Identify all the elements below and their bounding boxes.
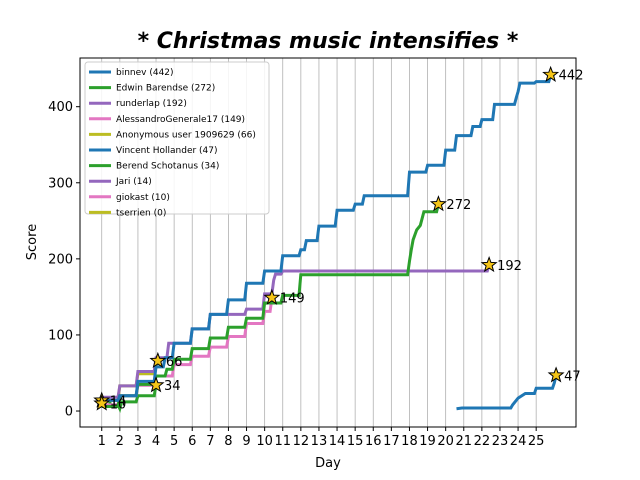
y-tick-label: 0	[65, 405, 73, 420]
y-tick-label: 100	[48, 328, 73, 343]
end-star-marker	[547, 366, 565, 383]
x-tick-label: 1	[98, 434, 106, 449]
y-tick-label: 200	[48, 252, 73, 267]
x-axis-label: Day	[315, 456, 341, 471]
legend-entry: AlessandroGenerale17 (149)	[116, 115, 245, 125]
end-value-label: 34	[164, 379, 181, 394]
legend-entry: Anonymous user 1909629 (66)	[116, 130, 256, 140]
x-tick-label: 21	[455, 434, 472, 449]
x-tick-label: 15	[347, 434, 364, 449]
y-tick-label: 400	[48, 100, 73, 115]
chart-title: * Christmas music intensifies *	[138, 29, 519, 54]
x-tick-label: 24	[510, 434, 527, 449]
x-tick-label: 6	[188, 434, 196, 449]
legend-entry: Edwin Barendse (272)	[116, 84, 215, 94]
end-star-marker	[263, 288, 281, 305]
end-value-label: 14	[110, 394, 127, 409]
x-tick-label: 8	[224, 434, 232, 449]
end-star-marker	[149, 351, 167, 369]
series-line	[456, 374, 558, 411]
y-axis-label: Score	[25, 224, 40, 260]
x-tick-label: 4	[152, 434, 160, 449]
end-value-label: 442	[559, 69, 584, 84]
end-star-marker	[480, 256, 498, 273]
end-star-marker	[429, 195, 447, 212]
plot-frame	[79, 57, 577, 428]
legend-entry: tserrien (0)	[116, 208, 166, 218]
legend-entry: runderlap (192)	[116, 99, 187, 109]
end-star-marker	[542, 65, 560, 82]
x-tick-label: 16	[365, 434, 382, 449]
end-value-label: 149	[280, 292, 305, 307]
x-tick-label: 13	[311, 434, 328, 449]
series-line	[101, 74, 553, 402]
legend-box	[84, 61, 270, 215]
x-tick-label: 17	[383, 434, 400, 449]
x-tick-label: 9	[242, 434, 250, 449]
end-value-label: 10	[110, 397, 127, 412]
x-tick-label: 25	[528, 434, 545, 449]
x-tick-label: 23	[492, 434, 509, 449]
end-value-label: 47	[564, 369, 581, 384]
legend-entry: Vincent Hollander (47)	[116, 146, 218, 156]
x-tick-label: 19	[419, 434, 436, 449]
x-tick-label: 10	[256, 434, 273, 449]
x-tick-label: 2	[116, 434, 124, 449]
legend-entry: Jari (14)	[115, 177, 152, 187]
x-tick-label: 14	[329, 434, 346, 449]
y-tick-label: 300	[48, 176, 73, 191]
x-tick-label: 3	[134, 434, 142, 449]
legend-entry: giokast (10)	[116, 193, 170, 203]
x-tick-label: 22	[474, 434, 491, 449]
x-tick-label: 18	[401, 434, 418, 449]
end-value-label: 66	[166, 355, 183, 370]
x-tick-label: 12	[293, 434, 310, 449]
series-line	[101, 384, 158, 414]
x-tick-label: 7	[206, 434, 214, 449]
end-star-marker	[147, 376, 165, 393]
y-axis: 0 100 200 300 400	[48, 100, 80, 420]
legend-entry: Berend Schotanus (34)	[116, 162, 219, 172]
end-value-label: 272	[446, 198, 471, 213]
x-tick-label: 11	[274, 434, 291, 449]
x-tick-label: 20	[437, 434, 454, 449]
legend-entry: binnev (442)	[116, 68, 174, 78]
x-tick-label: 5	[170, 434, 178, 449]
legend: binnev (442) Edwin Barendse (272) runderla…	[84, 61, 270, 218]
x-axis: 1 2 3 4 5 6 7 8 9 10 11 12 13 14 15 16 17 18 19 20 21 22 23 24 2…	[98, 427, 545, 449]
end-star-marker	[93, 394, 111, 411]
end-value-label: 192	[497, 259, 522, 274]
